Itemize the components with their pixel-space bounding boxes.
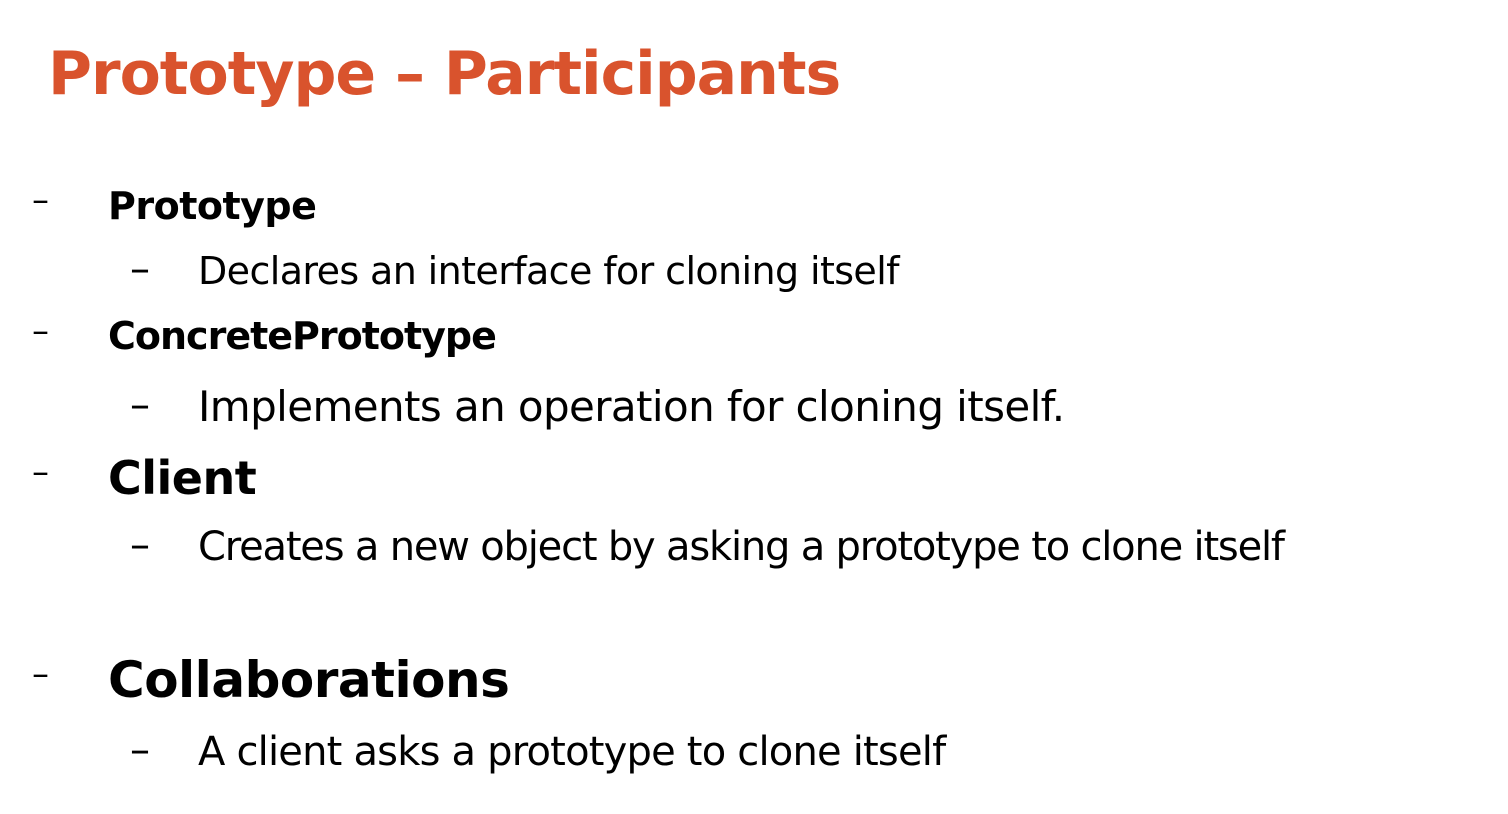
item-heading-concrete-prototype: ConcretePrototype <box>108 314 497 358</box>
item-detail-client: Creates a new object by asking a prototy… <box>198 524 1285 570</box>
item-heading-collaborations: Collaborations <box>108 651 510 709</box>
item-detail-prototype: Declares an interface for cloning itself <box>198 249 900 293</box>
item-heading-prototype: Prototype <box>108 184 317 228</box>
slide-title: Prototype – Participants <box>48 39 841 109</box>
bullet-dash: – <box>32 452 49 492</box>
item-heading-client: Client <box>108 451 257 505</box>
sub-bullet-dash: – <box>130 382 150 428</box>
sub-bullet-dash: – <box>130 246 150 292</box>
item-detail-concrete-prototype: Implements an operation for cloning itse… <box>198 382 1065 431</box>
item-detail-collaborations: A client asks a prototype to clone itsel… <box>198 729 946 775</box>
bullet-dash: – <box>32 311 49 351</box>
bullet-dash: – <box>32 180 49 220</box>
sub-bullet-dash: – <box>130 522 150 568</box>
bullet-dash: – <box>32 654 49 694</box>
sub-bullet-dash: – <box>130 727 150 773</box>
